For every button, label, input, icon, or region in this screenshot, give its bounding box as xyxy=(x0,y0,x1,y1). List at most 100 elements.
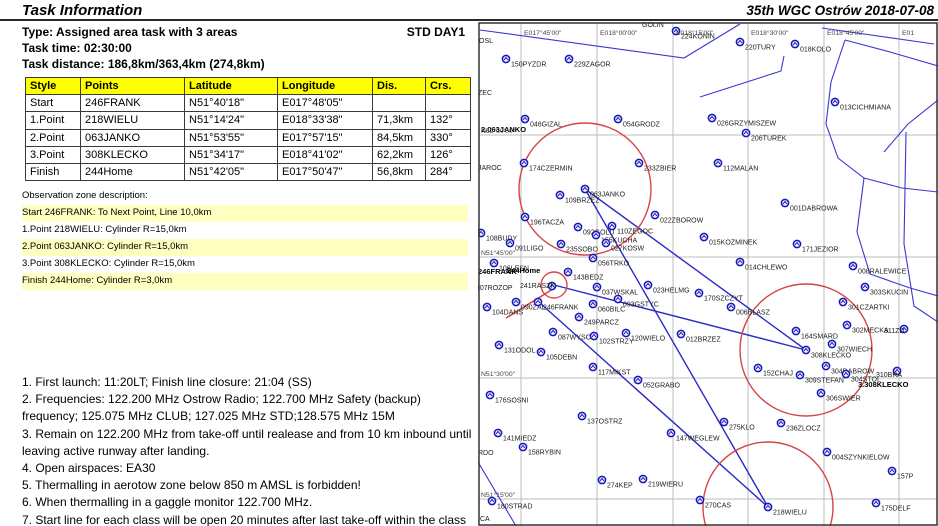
glider-glyph xyxy=(793,328,799,333)
waypoint-marker xyxy=(791,326,801,336)
waypoint-icon xyxy=(494,340,504,350)
waypoint-label: 302MECKA xyxy=(852,328,889,335)
waypoint-marker xyxy=(735,257,745,267)
glider-glyph xyxy=(549,283,555,288)
task-distance-label: Task distance: xyxy=(22,57,105,71)
waypoint-marker xyxy=(860,282,870,292)
glider-glyph xyxy=(594,284,600,289)
waypoint-marker xyxy=(753,363,763,373)
waypoint-icon xyxy=(519,158,529,168)
table-header-cell: Crs. xyxy=(425,76,471,96)
waypoint-label: 206TUREK xyxy=(751,136,787,143)
glider-glyph xyxy=(873,500,879,505)
waypoint-icon xyxy=(695,495,705,505)
glider-glyph xyxy=(840,299,846,304)
waypoint-marker xyxy=(520,212,530,222)
glider-glyph xyxy=(593,232,599,237)
glider-glyph xyxy=(728,304,734,309)
map-label-fragment: 107ROZOP xyxy=(478,285,513,292)
waypoint-icon xyxy=(613,114,623,124)
waypoint-marker xyxy=(699,232,709,242)
airspace-boundary-line xyxy=(903,131,938,323)
note-line: 2. Frequencies: 122.200 MHz Ostrow Radio… xyxy=(22,392,421,424)
oz-title: Observation zone description: xyxy=(22,190,148,201)
waypoint-icon xyxy=(694,288,704,298)
glider-glyph xyxy=(522,116,528,121)
waypoint-marker xyxy=(650,210,660,220)
waypoint-marker xyxy=(501,54,511,64)
glider-glyph xyxy=(538,349,544,354)
table-row: 1.Point 218WIELU N51°14'24" E018°33'38" 71,3… xyxy=(25,111,471,130)
waypoint-marker xyxy=(548,327,558,337)
latitude-label: N51°45'00" xyxy=(481,249,516,257)
glider-glyph xyxy=(615,296,621,301)
waypoint-icon xyxy=(588,253,598,263)
table-cell: E018°33'38" xyxy=(277,111,373,130)
waypoint-marker xyxy=(792,239,802,249)
waypoint-icon xyxy=(536,347,546,357)
note-line: 6. When thermalling in a gaggle monitor … xyxy=(22,495,313,510)
glider-glyph xyxy=(721,419,727,424)
glider-glyph xyxy=(590,255,596,260)
waypoint-icon xyxy=(533,297,543,307)
table-cell: N51°53'55" xyxy=(184,128,278,147)
table-cell: E017°48'05" xyxy=(277,94,373,113)
waypoint-marker xyxy=(676,329,686,339)
task-point-label: 246FRANK xyxy=(478,267,517,276)
glider-glyph xyxy=(645,282,651,287)
waypoint-icon xyxy=(580,184,590,194)
oz-line: Start 246FRANK: To Next Point, Line 10,0… xyxy=(22,205,468,222)
waypoint-label: 037WSKAL xyxy=(602,290,638,297)
waypoint-marker xyxy=(588,299,598,309)
waypoint-label: 001DABROWA xyxy=(790,206,838,213)
glider-glyph xyxy=(489,498,495,503)
waypoint-label: 060BILC xyxy=(598,307,625,314)
glider-glyph xyxy=(818,390,824,395)
waypoint-icon xyxy=(816,388,826,398)
waypoint-marker xyxy=(564,54,574,64)
waypoint-marker xyxy=(707,113,717,123)
waypoint-marker xyxy=(592,282,602,292)
table-header-cell: Dis. xyxy=(372,76,426,96)
table-cell xyxy=(425,94,471,113)
waypoint-label: 236ZLOCZ xyxy=(786,426,821,433)
waypoint-icon xyxy=(776,418,786,428)
waypoint-icon xyxy=(753,363,763,373)
waypoint-label: 270CAS xyxy=(705,503,731,510)
turnpoint-table: Style Points Latitude Longitude Dis. Crs. Sta… xyxy=(25,76,471,182)
waypoint-marker xyxy=(671,26,681,36)
table-cell: 3.Point xyxy=(25,145,81,164)
map-label-fragment: ZEC xyxy=(478,90,492,97)
table-body: Start 246FRANK N51°40'18" E017°48'05" 1.Poin… xyxy=(25,94,471,182)
glider-glyph xyxy=(778,420,784,425)
waypoint-marker xyxy=(520,114,530,124)
waypoint-label: 220TURY xyxy=(745,45,776,52)
table-cell: 246FRANK xyxy=(80,94,185,113)
glider-glyph xyxy=(844,322,850,327)
glider-glyph xyxy=(850,263,856,268)
waypoint-icon xyxy=(827,339,837,349)
glider-glyph xyxy=(782,200,788,205)
waypoint-icon xyxy=(792,239,802,249)
table-row: Finish 244Home N51°42'05" E017°50'47" 56,8km… xyxy=(25,162,471,182)
waypoint-icon xyxy=(822,447,832,457)
waypoint-icon xyxy=(638,474,648,484)
glider-glyph xyxy=(709,115,715,120)
waypoint-label: 147WEGLEW xyxy=(676,436,720,443)
waypoint-label: 246FRANK xyxy=(543,305,579,312)
waypoint-icon xyxy=(485,390,495,400)
table-row: Start 246FRANK N51°40'18" E017°48'05" xyxy=(25,94,471,113)
waypoint-label: 087WYSO xyxy=(558,335,592,342)
waypoint-label: 014CHLEWO xyxy=(745,265,788,272)
waypoint-icon xyxy=(671,26,681,36)
waypoint-label: 004SZYNKIELOW xyxy=(832,455,890,462)
table-cell: N51°40'18" xyxy=(184,94,278,113)
waypoint-marker xyxy=(633,375,643,385)
waypoint-icon xyxy=(573,222,583,232)
glider-glyph xyxy=(743,130,749,135)
map-label-fragment: JAROC xyxy=(478,165,502,172)
waypoint-marker xyxy=(556,239,566,249)
oz-line: 1.Point 218WIELU: Cylinder R=15,0km xyxy=(22,224,187,235)
waypoint-marker xyxy=(555,190,565,200)
